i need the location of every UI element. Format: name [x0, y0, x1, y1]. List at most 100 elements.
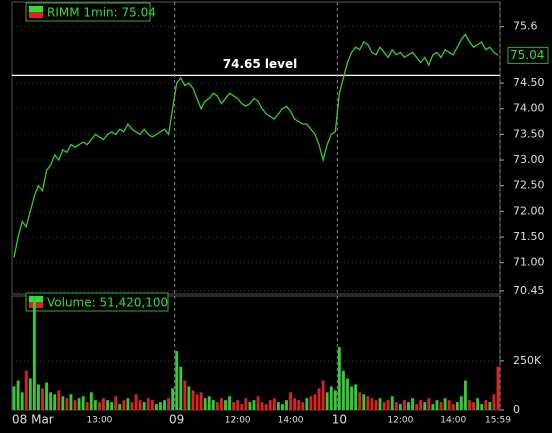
- volume-bar: [317, 388, 321, 410]
- volume-bar: [110, 402, 114, 410]
- volume-bar: [171, 388, 175, 410]
- volume-bar: [142, 402, 146, 410]
- volume-bar: [447, 400, 451, 410]
- volume-bar: [224, 400, 227, 410]
- volume-bar: [126, 398, 130, 410]
- volume-bar: [390, 396, 394, 410]
- volume-bar: [281, 404, 284, 410]
- volume-bar: [77, 398, 81, 410]
- volume-bar: [403, 400, 406, 410]
- volume-bar: [293, 398, 297, 410]
- volume-bar: [20, 392, 24, 410]
- volume-bar: [496, 366, 500, 410]
- volume-bar: [154, 404, 158, 410]
- volume-bar: [248, 402, 252, 410]
- volume-bar: [49, 392, 53, 410]
- volume-bar: [240, 404, 244, 410]
- volume-bar: [191, 390, 195, 410]
- volume-bar: [464, 380, 467, 410]
- volume-bar: [268, 400, 272, 410]
- volume-bar: [114, 396, 118, 410]
- volume-bar: [211, 400, 215, 410]
- volume-bar: [272, 398, 276, 410]
- y-tick-label: 250K: [513, 354, 542, 367]
- volume-bar: [423, 402, 427, 410]
- volume-bar: [289, 392, 292, 410]
- volume-bar: [301, 402, 305, 410]
- volume-bar: [69, 394, 73, 410]
- volume-bar: [41, 388, 44, 410]
- volume-bar: [244, 398, 248, 410]
- y-tick-label: 0: [513, 403, 520, 416]
- volume-bar: [73, 400, 77, 410]
- volume-bar: [346, 378, 349, 410]
- volume-bar: [24, 370, 28, 410]
- volume-bar: [333, 390, 337, 410]
- volume-bar: [370, 398, 374, 410]
- volume-bar: [468, 400, 471, 410]
- volume-bar: [85, 402, 89, 410]
- volume-bar: [183, 380, 187, 410]
- volume-bar: [382, 402, 386, 410]
- volume-bar: [329, 386, 333, 410]
- volume-bar: [354, 384, 358, 410]
- volume-bar: [236, 400, 240, 410]
- level-label: 74.65 level: [223, 57, 297, 71]
- volume-bar: [325, 392, 329, 410]
- volume-bar: [130, 402, 134, 410]
- volume-bar: [163, 400, 166, 410]
- volume-bar: [407, 402, 410, 410]
- volume-bar: [150, 400, 154, 410]
- volume-bar: [378, 398, 382, 410]
- volume-bar: [362, 394, 366, 410]
- volume-bar: [256, 396, 260, 410]
- volume-bar: [321, 380, 325, 410]
- volume-bar: [159, 402, 162, 410]
- legend-icon: [29, 6, 43, 12]
- volume-bar: [57, 390, 61, 410]
- volume-bar: [313, 394, 317, 410]
- volume-bar: [476, 398, 480, 410]
- volume-bar: [220, 398, 223, 410]
- volume-bar: [53, 394, 57, 410]
- volume-bar: [37, 384, 40, 410]
- volume-bar: [386, 400, 390, 410]
- volume-bar: [411, 398, 414, 410]
- volume-bar: [122, 400, 126, 410]
- volume-bar: [16, 380, 20, 410]
- x-tick-label: 09: [169, 413, 184, 427]
- y-tick-label: 73.50: [513, 127, 545, 140]
- volume-bar: [285, 400, 288, 410]
- volume-bar: [394, 402, 398, 410]
- price-line: [13, 33, 499, 258]
- volume-bar: [484, 400, 488, 410]
- volume-bar: [492, 394, 496, 410]
- volume-bar: [32, 296, 36, 410]
- volume-bar: [455, 402, 459, 410]
- volume-bar: [342, 370, 345, 410]
- x-tick-label: 14:00: [440, 416, 466, 426]
- volume-bar: [65, 398, 69, 410]
- volume-bar: [443, 398, 447, 410]
- volume-bar: [45, 382, 48, 410]
- volume-bar: [350, 386, 353, 410]
- volume-bar: [12, 386, 16, 410]
- volume-bar: [215, 402, 219, 410]
- volume-bar: [309, 396, 313, 410]
- legend-box: [25, 292, 169, 312]
- volume-bar: [28, 378, 32, 410]
- volume-bar: [337, 347, 341, 410]
- volume-bar: [89, 392, 93, 410]
- volume-bar: [415, 404, 419, 410]
- volume-bar: [264, 404, 268, 410]
- volume-bar: [297, 400, 301, 410]
- y-tick-label: 74.50: [513, 76, 545, 89]
- volume-bar: [439, 402, 443, 410]
- volume-bar: [207, 396, 211, 410]
- volume-bar: [93, 400, 97, 410]
- y-tick-label: 75.6: [513, 20, 538, 33]
- x-tick-label: 08 Mar: [12, 413, 54, 427]
- x-tick-label: 10: [332, 413, 347, 427]
- legend-text: Volume: 51,420,100: [47, 296, 168, 310]
